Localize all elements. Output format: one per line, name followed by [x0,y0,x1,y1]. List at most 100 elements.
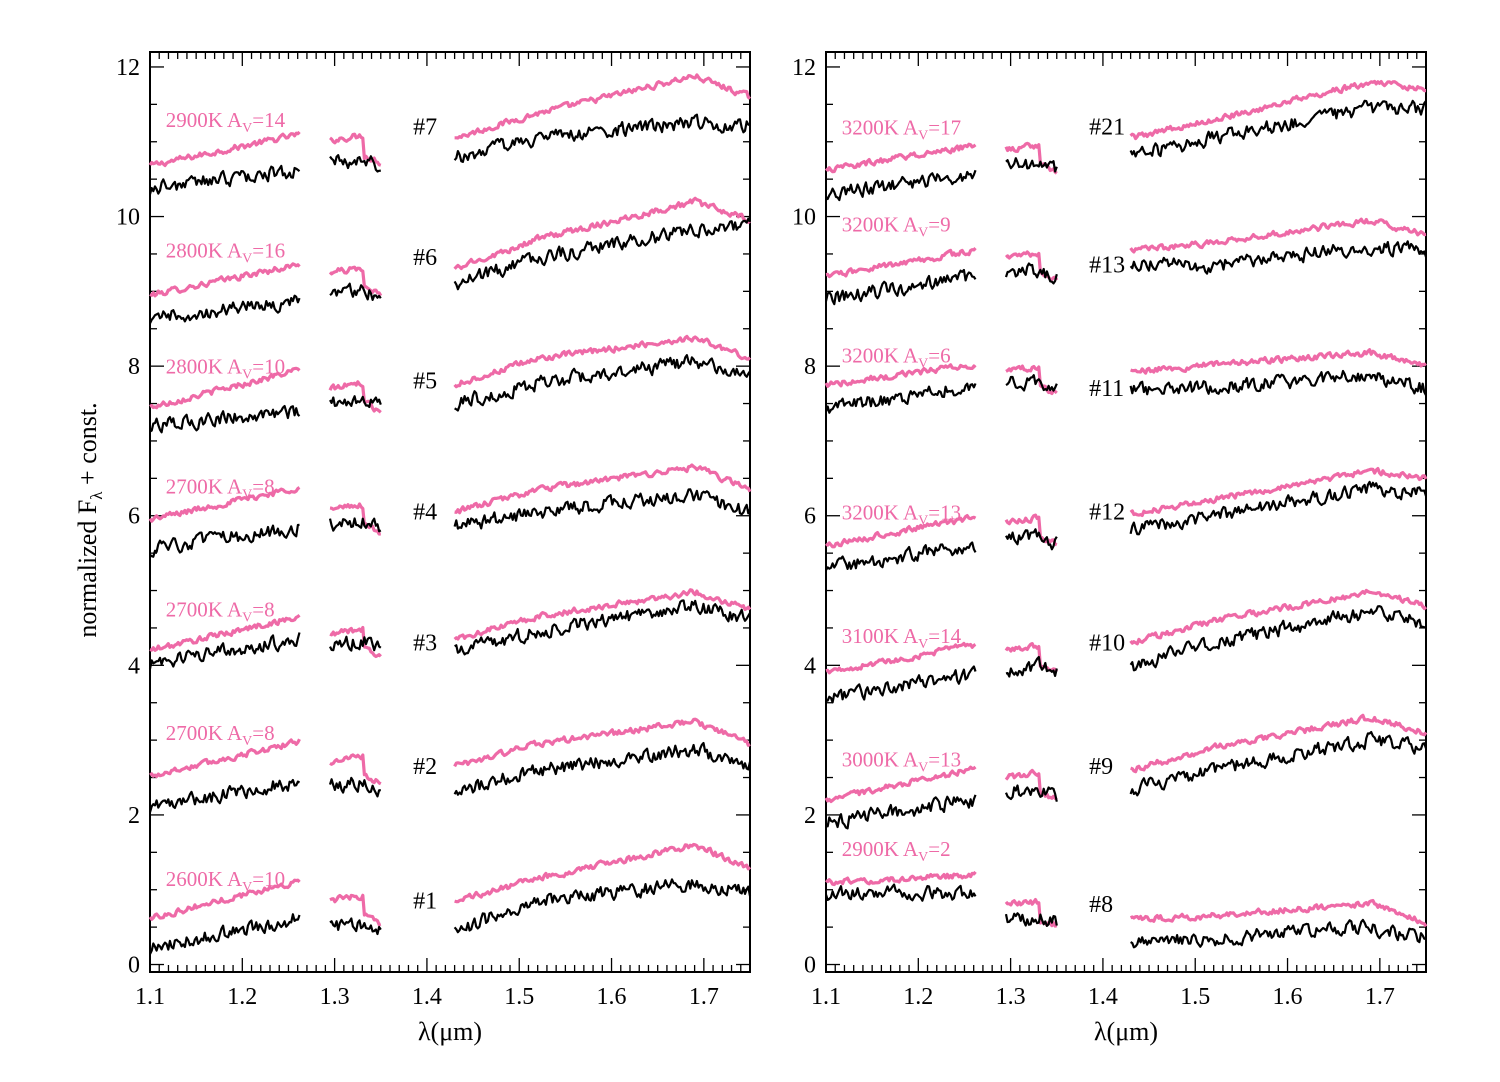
y-tick-label: 6 [128,504,140,530]
model-label: 2600K AV=10 [166,867,285,895]
observed-spectrum-star2-seg1 [148,778,301,813]
right-ticks [825,52,1427,972]
model-spectrum-star4-seg1 [148,486,301,523]
model-spectrum-star7-seg1 [148,130,301,168]
y-tick-label: 4 [128,653,140,679]
observed-spectrum-star3-seg3 [454,599,751,656]
model-label: 2700K AV=8 [166,598,275,626]
model-spectrum-star21-seg3 [1129,79,1426,141]
model-label: 3000K AV=13 [842,747,961,775]
observed-spectrum-star4-seg1 [149,523,300,558]
observed-spectrum-star13-seg1 [824,268,977,306]
observed-spectrum-star9-seg1 [825,794,977,830]
model-spectrum-star9-seg1 [824,765,977,804]
star-id-label: #11 [1089,376,1124,402]
star-id-label: #9 [1089,754,1113,780]
model-label: 2700K AV=8 [166,721,275,749]
model-spectrum-star6-seg1 [149,262,301,298]
model-label: 2900K AV=14 [166,108,286,136]
observed-spectrum-star21-seg3 [1129,99,1427,158]
model-spectrum-star11-seg3 [1130,348,1427,375]
model-spectrum-star13-seg3 [1129,217,1427,254]
y-tick-label: 2 [128,803,140,829]
model-spectrum-star1-seg2 [329,893,382,927]
model-spectrum-star8-seg1 [824,870,977,887]
star-id-label: #8 [1089,892,1113,918]
x-tick-label: 1.4 [412,984,442,1010]
observed-spectrum-star4-seg3 [453,488,752,530]
model-spectrum-star12-seg3 [1129,467,1428,518]
star-id-label: #6 [413,245,437,271]
model-spectrum-star7-seg3 [454,73,752,140]
star-id-label: #4 [413,499,437,525]
x-tick-label: 1.5 [504,984,534,1010]
model-spectrum-star5-seg2 [328,380,382,414]
observed-spectrum-star5-seg2 [329,395,382,409]
x-tick-label: 1.2 [903,984,933,1010]
right-x-axis-title: λ(μm) [1094,1017,1158,1046]
model-spectrum-star8-seg3 [1129,898,1428,928]
observed-spectrum-star12-seg3 [1129,480,1428,536]
right-panel: 1.1 1.2 1.3 1.4 1.5 1.6 1.7 0 2 4 6 8 10 12 3200K AV=… [792,51,1428,1046]
y-tick-label: 10 [792,205,816,231]
model-label: 3200K AV=17 [842,115,961,143]
model-label: 2800K AV=16 [166,239,285,267]
model-spectrum-star10-seg2 [1004,642,1059,673]
model-spectrum-star4-seg2 [329,502,381,536]
model-spectrum-star5-seg1 [149,366,301,410]
observed-spectrum-star7-seg3 [453,113,751,163]
model-spectrum-star1-seg3 [454,842,752,904]
x-tick-label: 1.4 [1088,984,1118,1010]
x-tick-label: 1.3 [996,984,1026,1010]
observed-spectrum-star7-seg2 [329,154,381,173]
observed-spectrum-star2-seg2 [328,776,381,798]
right-series-labels: 3200K AV=17 #21 3200K AV=9 #13 3200K AV=6 #11… [842,114,1125,918]
model-spectrum-star3-seg1 [149,613,301,652]
x-tick-label: 1.1 [811,984,841,1010]
x-tick-label: 1.3 [320,984,350,1010]
observed-spectrum-star10-seg2 [1005,655,1058,678]
y-tick-label: 2 [804,803,816,829]
y-tick-label: 8 [128,354,140,380]
x-tick-label: 1.6 [1273,984,1303,1010]
left-panel: 1.1 1.2 1.3 1.4 1.5 1.6 1.7 0 2 4 6 8 10 12 2900K AV=… [116,51,752,1046]
x-tick-label: 1.2 [227,984,257,1010]
model-label: 3200K AV=6 [842,343,951,371]
model-label: 3100K AV=14 [842,624,962,652]
star-id-label: #12 [1089,499,1125,525]
x-tick-label: 1.5 [1180,984,1210,1010]
model-label: 2900K AV=2 [842,837,951,865]
observed-spectrum-star2-seg3 [453,741,752,796]
model-spectrum-star10-seg1 [825,641,977,675]
observed-spectrum-star8-seg1 [824,883,977,902]
observed-spectrum-star1-seg2 [329,917,382,936]
y-tick-label: 4 [804,653,816,679]
observed-spectrum-star1-seg1 [149,913,301,955]
right-series [824,79,1428,949]
observed-spectrum-star8-seg2 [1004,912,1058,927]
x-tick-label: 1.1 [135,984,165,1010]
star-id-label: #1 [413,888,437,914]
model-spectrum-star11-seg2 [1005,364,1058,396]
x-tick-label: 1.7 [1365,984,1395,1010]
y-tick-label: 0 [804,953,816,979]
observed-spectrum-star11-seg3 [1129,369,1427,396]
right-tick-labels: 1.1 1.2 1.3 1.4 1.5 1.6 1.7 0 2 4 6 8 10 12 [792,55,1395,1010]
y-tick-label: 12 [792,55,816,81]
observed-spectrum-star1-seg3 [453,878,752,934]
left-series-labels: 2900K AV=14 #7 2800K AV=16 #6 2800K AV=10 #5 2… [166,108,437,915]
y-tick-label: 12 [116,55,140,81]
observed-spectrum-star9-seg3 [1129,730,1428,797]
model-spectrum-star21-seg1 [824,142,977,174]
left-x-axis-title: λ(μm) [418,1017,482,1046]
model-spectrum-star10-seg3 [1129,588,1428,646]
y-tick-label: 8 [804,354,816,380]
observed-spectrum-star13-seg2 [1004,262,1058,285]
observed-spectrum-star9-seg2 [1004,784,1058,802]
observed-spectrum-star12-seg2 [1005,528,1058,551]
model-label: 3200K AV=9 [842,213,951,241]
observed-spectrum-star10-seg1 [825,665,977,704]
observed-spectrum-star3-seg1 [148,632,301,670]
observed-spectrum-star4-seg2 [328,517,382,533]
